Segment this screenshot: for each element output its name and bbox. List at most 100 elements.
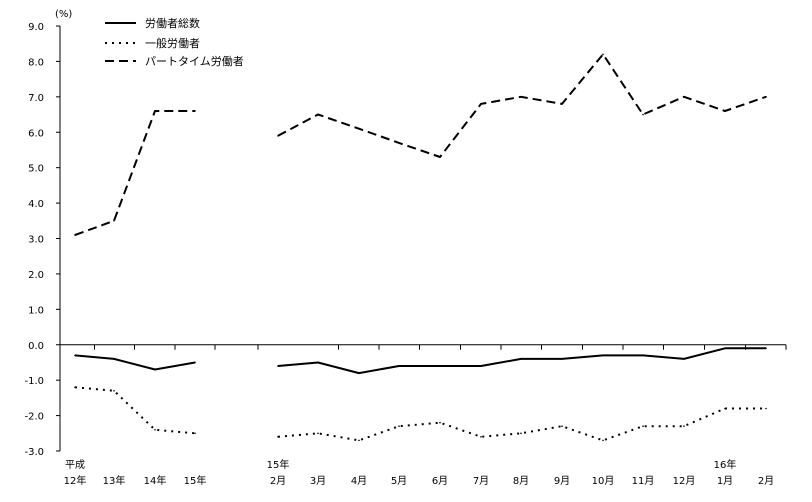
data-point	[113, 358, 115, 360]
legend: 労働者総数 一般労働者 パートタイム労働者	[105, 16, 244, 68]
y-tick-label: -2.0	[24, 412, 44, 423]
data-point	[194, 110, 196, 112]
data-point	[113, 389, 115, 392]
data-point	[439, 421, 441, 424]
data-point	[561, 103, 563, 105]
data-point	[113, 219, 115, 222]
data-point	[154, 368, 156, 371]
x-tick-label: 10月	[592, 475, 615, 487]
data-point	[277, 436, 279, 438]
data-point	[317, 113, 319, 116]
data-point	[480, 103, 482, 105]
data-point	[724, 110, 726, 112]
x-tick-label-upper: 15年	[267, 458, 290, 471]
y-tick-label: 8.0	[28, 57, 44, 68]
data-point	[765, 96, 767, 98]
data-point	[683, 425, 685, 428]
x-tick-label: 12月	[673, 475, 696, 487]
data-point	[602, 439, 604, 442]
legend-label-general: 一般労働者	[145, 36, 200, 50]
data-point	[602, 354, 604, 357]
data-point	[358, 439, 360, 442]
y-tick-labels: 9.0 8.0 7.0 6.0 5.0 4.0 3.0 2.0 1.0 0.0 -1.0 -2.0 -3…	[24, 22, 60, 458]
data-point	[683, 96, 685, 98]
x-tick-label: 6月	[432, 475, 448, 487]
data-point	[317, 361, 319, 364]
x-tick-label: 11月	[632, 475, 655, 487]
data-point	[561, 358, 563, 360]
data-point	[154, 428, 156, 431]
series-line-0-annual	[74, 354, 196, 371]
y-unit-label: (%)	[55, 9, 72, 20]
series-lines	[74, 53, 767, 442]
x-tick-label: 8月	[513, 475, 529, 487]
y-tick-label: 3.0	[28, 235, 44, 246]
legend-label-total: 労働者総数	[145, 16, 200, 30]
y-tick-label: -3.0	[24, 447, 44, 458]
data-point	[277, 134, 279, 137]
x-tick-label: 12年	[64, 474, 87, 487]
x-tick-label: 3月	[310, 475, 326, 487]
data-point	[154, 110, 156, 112]
data-point	[398, 425, 400, 428]
y-tick-label: 7.0	[28, 93, 44, 104]
x-tick-label: 2月	[270, 475, 286, 487]
series-line-1-monthly	[277, 407, 766, 442]
x-tick-label-upper: 16年	[714, 458, 737, 471]
data-point	[358, 372, 360, 374]
data-point	[398, 142, 400, 144]
data-point	[642, 354, 644, 357]
data-point	[480, 365, 482, 367]
data-point	[520, 96, 522, 98]
series-line-2-monthly	[277, 53, 767, 158]
data-point	[520, 358, 522, 360]
axes	[59, 26, 786, 451]
x-tick-label: 13年	[103, 474, 126, 487]
x-tick-label: 2月	[758, 475, 774, 487]
x-tick-label: 9月	[554, 475, 570, 487]
y-tick-label: 0.0	[28, 341, 44, 352]
x-tick-label: 4月	[351, 475, 367, 487]
data-point	[439, 365, 441, 367]
data-point	[74, 354, 76, 357]
y-tick-label: 6.0	[28, 128, 44, 139]
x-tick-label: 1月	[717, 475, 733, 487]
x-tick-label: 15年	[184, 474, 207, 487]
x-tick-label: 5月	[391, 475, 407, 487]
data-point	[439, 156, 441, 158]
y-tick-label: 9.0	[28, 22, 44, 33]
data-point	[480, 436, 482, 438]
x-tick-label: 14年	[144, 474, 167, 487]
data-point	[642, 113, 644, 116]
data-point	[74, 234, 76, 236]
y-tick-label: 5.0	[28, 164, 44, 175]
data-point	[194, 361, 196, 364]
data-point	[765, 347, 767, 350]
data-point	[358, 127, 360, 130]
x-tick-labels: 平成 12年 13年 14年 15年 15年 2月 3月 4月 5月 6月 7月 8月 9月 10月 11月 1…	[64, 344, 787, 487]
data-point	[74, 386, 76, 389]
x-tick-label: 7月	[473, 475, 489, 487]
data-point	[561, 425, 563, 428]
x-tick-label-upper: 平成	[65, 459, 85, 471]
legend-label-parttime: パートタイム労働者	[145, 54, 244, 68]
data-point	[277, 365, 279, 367]
y-tick-label: 4.0	[28, 199, 44, 210]
series-line-2-annual	[74, 110, 195, 236]
data-point	[683, 358, 685, 360]
data-point	[602, 53, 604, 56]
y-tick-label: 2.0	[28, 270, 44, 281]
series-line-1-annual	[74, 386, 196, 435]
series-line-0-monthly	[277, 347, 766, 375]
data-point	[398, 365, 400, 367]
data-point	[724, 407, 726, 410]
data-point	[765, 407, 767, 410]
data-point	[317, 432, 319, 435]
y-tick-label: -1.0	[24, 376, 44, 387]
data-point	[724, 347, 726, 350]
data-point	[520, 432, 522, 435]
y-tick-label: 1.0	[28, 305, 44, 316]
data-point	[642, 425, 644, 428]
data-point	[194, 432, 196, 435]
